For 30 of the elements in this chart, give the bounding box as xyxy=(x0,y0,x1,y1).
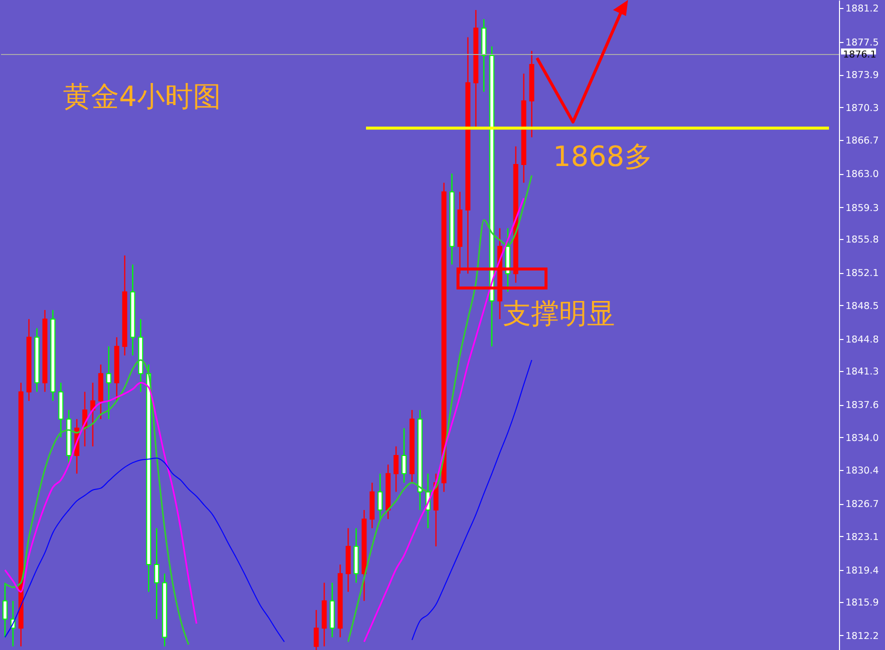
annotation: 1868多 xyxy=(553,140,652,173)
y-tick-label: 1834.0 xyxy=(846,432,879,444)
candlestick xyxy=(402,428,407,484)
y-tick-label: 1812.2 xyxy=(846,630,879,642)
y-tick-label: 1815.9 xyxy=(846,597,879,608)
y-tick-label: 1826.7 xyxy=(846,499,879,510)
y-tick-label: 1863.0 xyxy=(846,169,879,180)
y-tick-label: 1855.8 xyxy=(846,234,879,246)
y-tick-label: 1870.3 xyxy=(846,102,879,114)
text: 黄金4小时图 xyxy=(63,80,221,113)
candlestick xyxy=(2,582,8,638)
candlestick xyxy=(154,528,160,620)
y-tick-label: 1844.8 xyxy=(846,334,879,346)
y-tick-label: 1841.3 xyxy=(846,366,879,378)
y-tick-label: 1830.4 xyxy=(846,466,879,476)
y-tick-label: 1877.5 xyxy=(846,37,879,48)
candlestick xyxy=(314,609,319,650)
y-tick-label: 1823.1 xyxy=(846,532,879,543)
y-tick-label: 1873.9 xyxy=(846,70,879,82)
annotation: 支撑明显 xyxy=(503,297,615,330)
y-tick-label: 1837.6 xyxy=(846,400,879,412)
candlestick xyxy=(378,473,383,520)
y-tick-label: 1881.2 xyxy=(846,4,879,15)
y-tick-label: 1819.4 xyxy=(846,566,879,576)
candlestick xyxy=(394,446,399,492)
y-tick-label: 1859.3 xyxy=(846,202,879,214)
candlestick xyxy=(106,346,112,420)
y-tick-label: 1848.5 xyxy=(846,300,879,312)
y-tick-label: 1866.7 xyxy=(846,136,879,146)
y-tick-label: 1852.1 xyxy=(846,268,879,280)
